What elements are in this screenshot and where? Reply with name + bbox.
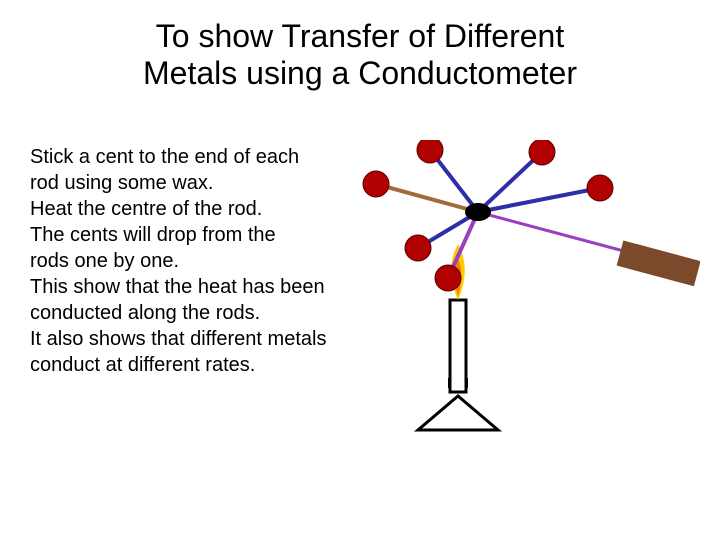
body-line: Heat the centre of the rod. xyxy=(30,196,370,222)
body-line: rod using some wax. xyxy=(30,170,370,196)
conductometer-diagram xyxy=(360,140,700,460)
page-title: To show Transfer of Different Metals usi… xyxy=(0,0,720,92)
title-line-1: To show Transfer of Different xyxy=(156,18,564,54)
body-line: The cents will drop from the xyxy=(30,222,370,248)
body-line: conducted along the rods. xyxy=(30,300,370,326)
body-line: Stick a cent to the end of each xyxy=(30,144,370,170)
body-line: This show that the heat has been xyxy=(30,274,370,300)
instruction-text: Stick a cent to the end of each rod usin… xyxy=(30,144,370,378)
body-line: It also shows that different metals xyxy=(30,326,370,352)
body-line: conduct at different rates. xyxy=(30,352,370,378)
title-line-2: Metals using a Conductometer xyxy=(143,55,577,91)
body-line: rods one by one. xyxy=(30,248,370,274)
diagram-svg xyxy=(360,140,700,460)
